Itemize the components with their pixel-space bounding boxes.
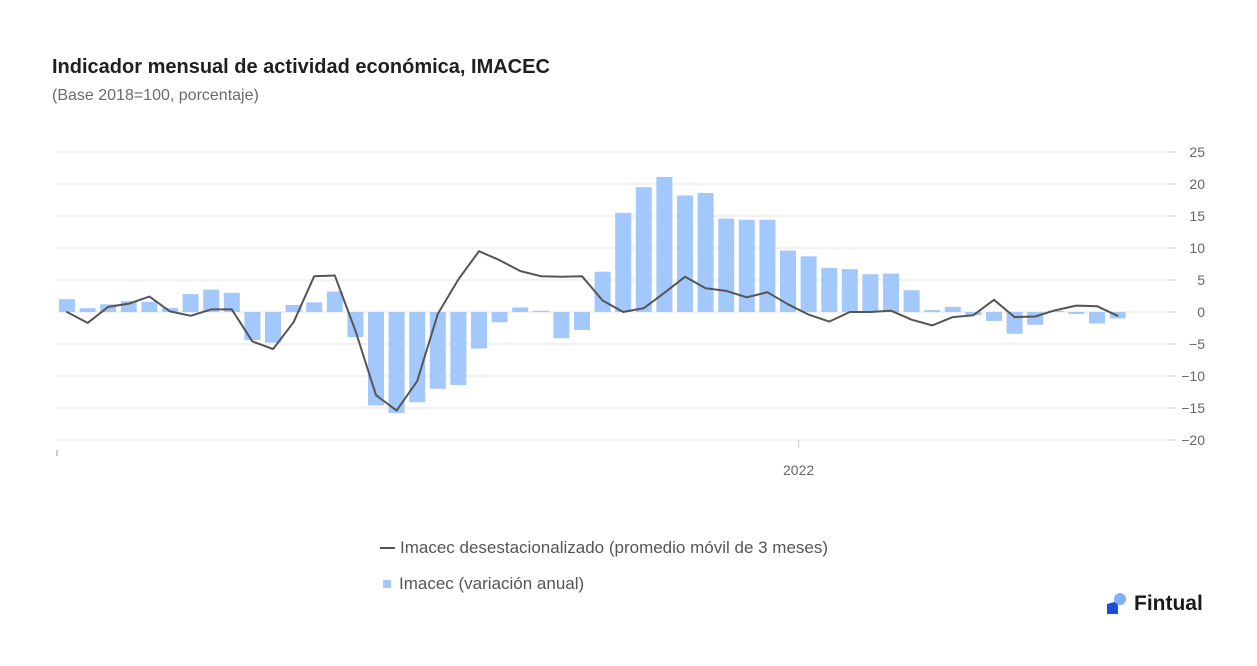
y-tick-label: 20 [1189,176,1205,192]
bar [265,312,281,343]
bar [306,302,323,312]
bar [491,312,508,323]
bar [388,312,405,414]
y-tick-label: 0 [1197,304,1205,320]
bar [697,192,714,312]
bar [244,312,261,341]
y-tick-label: 10 [1189,240,1205,256]
bar [780,250,796,312]
brand-name: Fintual [1134,592,1203,615]
y-tick-label: 15 [1189,208,1205,224]
bar [594,271,611,312]
legend-label-bar: Imacec (variación anual) [399,574,585,593]
bar [532,310,549,312]
bar [759,219,776,312]
bar [368,312,384,406]
legend-line-swatch [380,547,395,549]
bar [326,291,343,312]
chart-title: Indicador mensual de actividad económica… [52,56,550,78]
bar [450,312,467,385]
series-line [66,250,1119,412]
bar [1047,310,1064,312]
line-series [66,250,1119,412]
y-tick-label: 25 [1189,144,1205,160]
bar [862,274,879,312]
bar [512,307,529,312]
legend: Imacec desestacionalizado (promedio móvi… [380,530,828,602]
y-tick-label: −5 [1189,336,1205,352]
y-tick-label: 5 [1197,272,1205,288]
bar [1006,312,1023,334]
bar [574,312,590,330]
x-tick-label: 2022 [783,462,814,478]
bar [718,218,735,312]
grid-lines [57,151,1168,441]
bar [120,301,137,312]
bar [965,312,982,316]
bar [223,292,240,312]
bar [285,304,302,312]
bar [553,312,570,339]
bar [841,269,858,312]
bar [409,312,426,403]
y-tick-label: −20 [1181,432,1205,448]
bar [903,290,920,312]
legend-label-line: Imacec desestacionalizado (promedio móvi… [400,538,829,557]
bar [615,212,632,312]
bar [924,310,941,312]
bar [883,273,899,312]
bar [79,308,96,312]
bar [738,219,755,312]
chart-subtitle: (Base 2018=100, porcentaje) [52,87,259,104]
bar [59,299,75,312]
bar [944,306,961,312]
y-axis: 25 20 15 10 5 0 −5 −10 −15 −20 [1168,144,1205,448]
bar [821,267,838,312]
legend-item-bar[interactable]: Imacec (variación anual) [380,566,828,602]
bar [986,312,1002,321]
legend-item-line[interactable]: Imacec desestacionalizado (promedio móvi… [380,530,828,566]
y-tick-label: −10 [1181,368,1205,384]
bar [162,308,178,312]
bar [141,301,158,312]
bar [471,312,487,349]
bar [635,187,652,312]
bar [800,256,817,312]
bar [1089,312,1105,324]
y-tick-label: −15 [1181,400,1205,416]
x-axis: 2022 [56,440,814,478]
legend-bar-swatch [383,580,391,588]
bar-series [59,176,1126,414]
bar [182,294,199,312]
bar [203,289,220,312]
fintual-logo-icon [1107,593,1126,614]
bar [429,312,446,389]
bar [677,195,693,312]
bar [1068,312,1085,314]
bar [656,176,673,312]
brand-logo: Fintual [1106,592,1203,616]
